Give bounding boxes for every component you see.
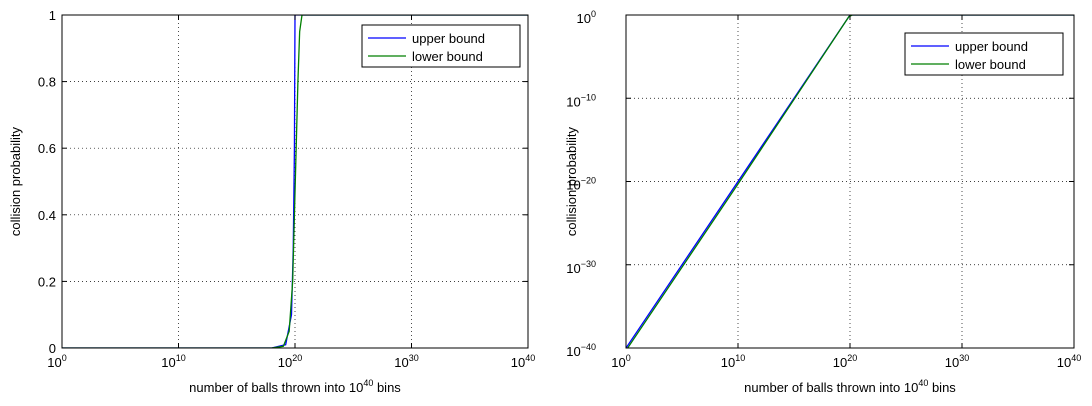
legend-label: lower bound: [955, 57, 1026, 72]
y-tick-exponent: 0: [591, 9, 596, 19]
y-tick-label: 0.4: [38, 208, 56, 223]
x-tick-exponent: 20: [847, 353, 857, 363]
x-axis-label: number of balls thrown into 1040 bins: [744, 378, 956, 395]
x-tick-label: 1010: [721, 353, 745, 370]
legend: upper bound lower bound: [361, 24, 521, 68]
y-tick-label: 10−10: [566, 92, 596, 109]
legend-label: lower bound: [412, 49, 483, 64]
x-label-prefix: number of balls thrown into 10: [744, 380, 918, 395]
x-label-exponent: 40: [363, 378, 373, 388]
x-tick-label: 100: [47, 353, 66, 370]
x-label-exponent: 40: [918, 378, 928, 388]
x-tick-base: 10: [1057, 355, 1071, 370]
x-label-suffix: bins: [928, 380, 956, 395]
y-tick-label: 10−40: [566, 342, 596, 359]
y-tick-label: 100: [577, 9, 596, 26]
y-tick-label: 1: [49, 8, 56, 23]
legend-label: upper bound: [955, 39, 1028, 54]
x-tick-label: 1010: [161, 353, 185, 370]
series-line-upper-bound: [626, 15, 1074, 348]
y-tick-label: 0.2: [38, 274, 56, 289]
y-axis-label: collision probability: [8, 126, 23, 236]
right-loglog-plot: 100 1010 1020 1030 104010−4010−3010−2010−101…: [564, 9, 1081, 395]
legend-label: upper bound: [412, 31, 485, 46]
x-tick-exponent: 0: [62, 353, 67, 363]
x-tick-base: 10: [161, 355, 175, 370]
x-label-suffix: bins: [373, 380, 401, 395]
y-tick-base: 10: [566, 344, 580, 359]
x-tick-base: 10: [945, 355, 959, 370]
y-tick-label: 10−20: [566, 176, 596, 193]
series-line-lower-bound: [62, 15, 528, 348]
y-tick-base: 10: [577, 11, 591, 26]
legend-box: [904, 32, 1064, 76]
x-tick-base: 10: [47, 355, 61, 370]
x-axis-label: number of balls thrown into 1040 bins: [189, 378, 401, 395]
y-tick-label: 0.8: [38, 75, 56, 90]
x-tick-exponent: 10: [176, 353, 186, 363]
y-tick-exponent: −20: [581, 176, 596, 186]
x-tick-base: 10: [278, 355, 292, 370]
legend-box: [361, 24, 521, 68]
x-tick-label: 1030: [945, 353, 969, 370]
x-tick-base: 10: [833, 355, 847, 370]
y-tick-label: 0: [49, 341, 56, 356]
y-tick-base: 10: [566, 94, 580, 109]
x-tick-label: 1020: [278, 353, 302, 370]
y-tick-label: 10−30: [566, 259, 596, 276]
x-tick-exponent: 40: [1071, 353, 1081, 363]
y-tick-exponent: −30: [581, 259, 596, 269]
x-tick-base: 10: [721, 355, 735, 370]
y-tick-exponent: −10: [581, 92, 596, 102]
x-tick-exponent: 20: [292, 353, 302, 363]
y-tick-base: 10: [566, 261, 580, 276]
x-tick-base: 10: [511, 355, 525, 370]
y-tick-label: 0.6: [38, 141, 56, 156]
x-tick-label: 100: [611, 353, 630, 370]
legend: upper bound lower bound: [904, 32, 1064, 76]
x-tick-label: 1020: [833, 353, 857, 370]
x-tick-label: 1040: [1057, 353, 1081, 370]
x-tick-exponent: 30: [959, 353, 969, 363]
x-tick-exponent: 0: [626, 353, 631, 363]
y-axis-label: collision probability: [564, 126, 579, 236]
x-tick-exponent: 30: [409, 353, 419, 363]
x-tick-label: 1030: [394, 353, 418, 370]
x-tick-base: 10: [394, 355, 408, 370]
y-tick-exponent: −40: [581, 342, 596, 352]
x-tick-exponent: 10: [735, 353, 745, 363]
x-tick-exponent: 40: [525, 353, 535, 363]
x-tick-label: 1040: [511, 353, 535, 370]
x-label-prefix: number of balls thrown into 10: [189, 380, 363, 395]
series-line-lower-bound: [626, 15, 1074, 348]
x-tick-base: 10: [611, 355, 625, 370]
left-linear-plot: 100 1010 1020 1030 104000.20.40.60.81number …: [8, 8, 535, 395]
y-tick-base: 10: [566, 178, 580, 193]
